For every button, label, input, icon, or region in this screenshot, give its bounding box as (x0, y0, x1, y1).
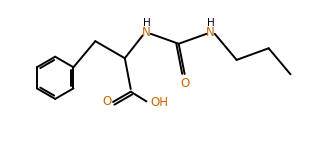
Text: O: O (102, 95, 111, 108)
Text: OH: OH (150, 96, 169, 109)
Text: O: O (180, 77, 189, 90)
Text: N: N (142, 26, 151, 39)
Text: H: H (143, 18, 150, 28)
Text: H: H (207, 18, 215, 28)
Text: N: N (206, 26, 215, 39)
